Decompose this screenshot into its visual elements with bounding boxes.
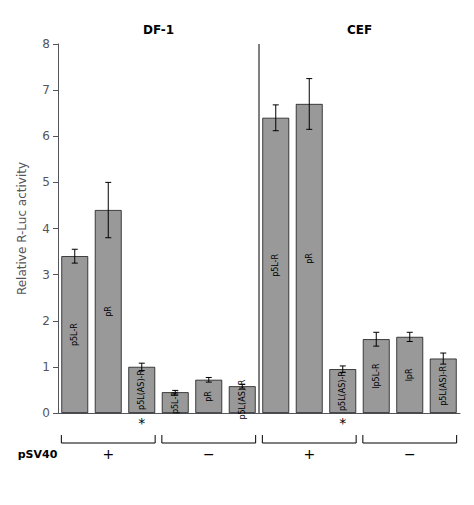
svg-text:0: 0 xyxy=(42,406,50,420)
svg-text:pSV40: pSV40 xyxy=(18,448,58,461)
svg-text:*: * xyxy=(339,415,346,431)
svg-text:2: 2 xyxy=(42,314,50,328)
svg-text:p5L(AS)-R: p5L(AS)-R xyxy=(137,370,146,410)
svg-text:+: + xyxy=(303,446,315,462)
svg-text:DF-1: DF-1 xyxy=(143,23,174,37)
svg-text:7: 7 xyxy=(42,83,50,97)
svg-text:1: 1 xyxy=(42,360,50,374)
svg-text:+: + xyxy=(102,446,114,462)
svg-text:p5L-R: p5L-R xyxy=(271,253,280,276)
svg-text:p5L-R: p5L-R xyxy=(171,391,180,414)
svg-text:lpR: lpR xyxy=(405,368,414,381)
svg-text:Relative R-Luc activity: Relative R-Luc activity xyxy=(15,162,29,295)
svg-text:p5L(AS)-R: p5L(AS)-R xyxy=(439,365,448,405)
svg-text:5: 5 xyxy=(42,175,50,189)
svg-text:p5L-R: p5L-R xyxy=(70,323,79,346)
svg-text:CEF: CEF xyxy=(347,23,372,37)
svg-text:−: − xyxy=(404,446,416,462)
svg-text:3: 3 xyxy=(42,268,50,282)
svg-text:pR: pR xyxy=(204,391,213,402)
svg-text:4: 4 xyxy=(42,222,50,236)
svg-text:p5L(AS)-R: p5L(AS)-R xyxy=(238,379,247,419)
svg-text:pR: pR xyxy=(104,306,113,317)
svg-text:6: 6 xyxy=(42,129,50,143)
svg-text:−: − xyxy=(203,446,215,462)
svg-text:p5L(AS)-R: p5L(AS)-R xyxy=(338,371,347,411)
svg-text:*: * xyxy=(138,415,145,431)
svg-text:pR: pR xyxy=(305,253,314,264)
svg-text:lp5L-R: lp5L-R xyxy=(372,363,381,389)
svg-text:8: 8 xyxy=(42,37,50,51)
